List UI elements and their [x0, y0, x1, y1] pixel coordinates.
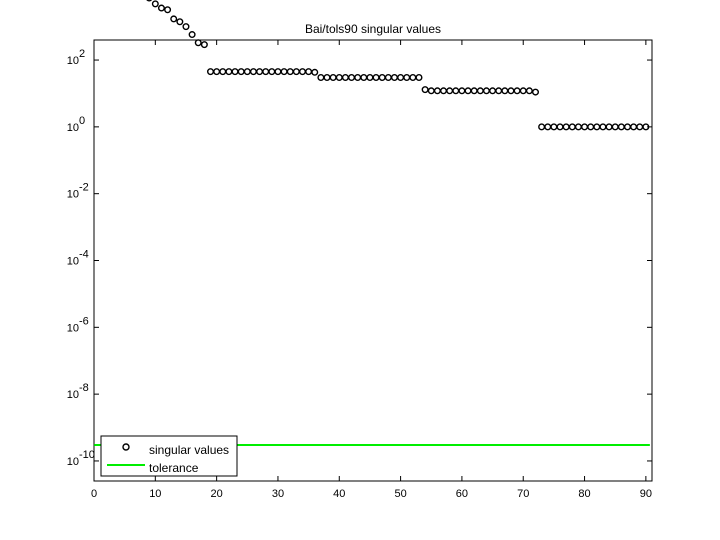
singular-value-point: [421, 86, 429, 94]
singular-value-point: [642, 123, 650, 131]
singular-value-point: [188, 31, 196, 39]
y-tick-exponent: -8: [79, 382, 89, 394]
y-tick-label: 10: [67, 189, 79, 201]
y-tick-exponent: -6: [79, 315, 89, 327]
singular-value-point: [151, 0, 159, 8]
y-tick-label: 10: [67, 456, 79, 468]
x-tick-label: 60: [456, 488, 468, 500]
legend-label-singular-values: singular values: [149, 443, 229, 457]
x-tick-label: 10: [149, 488, 161, 500]
y-tick-exponent: 2: [79, 48, 85, 60]
x-tick-label: 0: [91, 488, 97, 500]
chart-title: Bai/tols90 singular values: [305, 22, 441, 36]
y-tick-exponent: 0: [79, 115, 85, 127]
singular-value-point: [146, 0, 153, 2]
singular-value-point: [182, 23, 190, 31]
x-tick-label: 30: [272, 488, 284, 500]
singular-value-point: [194, 39, 202, 47]
x-tick-label: 70: [517, 488, 529, 500]
legend-marker-singular-values: [122, 443, 130, 451]
singular-value-point: [531, 88, 539, 96]
x-tick-label: 20: [211, 488, 223, 500]
x-tick-label: 50: [394, 488, 406, 500]
x-tick-label: 90: [640, 488, 652, 500]
singular-value-point: [525, 87, 533, 95]
y-tick-exponent: -10: [79, 449, 95, 461]
singular-value-point: [164, 6, 172, 14]
x-axis: 0 10 20 30 40 50 60 70 80 90: [91, 40, 652, 500]
y-tick-exponent: -2: [79, 182, 89, 194]
singular-value-point: [170, 15, 178, 23]
y-tick-label: 10: [67, 122, 79, 134]
singular-value-point: [176, 18, 184, 26]
singular-value-point: [311, 68, 319, 76]
plot-area: [93, 39, 653, 482]
legend-label-tolerance: tolerance: [149, 461, 199, 475]
legend-box: [100, 435, 238, 477]
singular-value-point: [415, 74, 423, 82]
y-tick-label: 10: [67, 55, 79, 67]
y-tick-label: 10: [67, 389, 79, 401]
y-axis: 10410210010-210-410-610-810-10: [67, 0, 652, 468]
legend: singular values tolerance: [100, 435, 238, 477]
y-tick-label: 10: [67, 256, 79, 268]
y-tick-label: 10: [67, 322, 79, 334]
y-tick-exponent: -4: [79, 249, 89, 261]
singular-value-point: [200, 41, 208, 49]
x-tick-label: 40: [333, 488, 345, 500]
x-tick-label: 80: [578, 488, 590, 500]
singular-value-point: [157, 4, 165, 12]
